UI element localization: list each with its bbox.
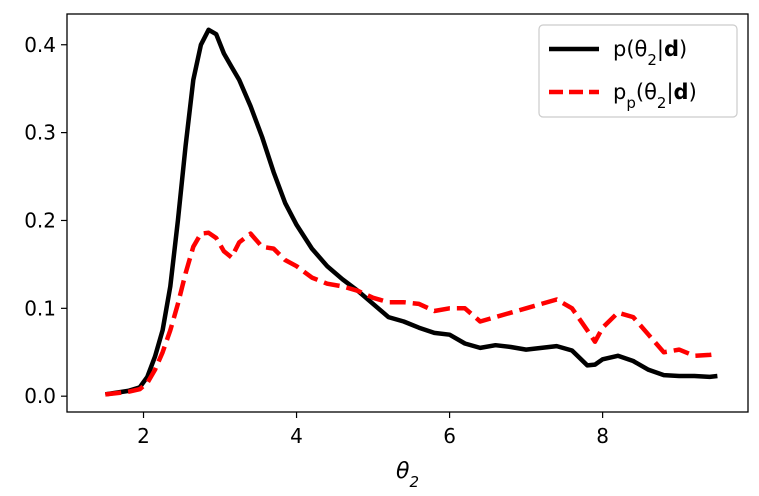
x-tick-label: 2 (137, 424, 150, 448)
x-axis-label-symbol: θ (396, 459, 410, 484)
x-tick-label: 6 (443, 424, 456, 448)
y-tick-label: 0.2 (24, 208, 56, 232)
y-tick-label: 0.1 (24, 296, 56, 320)
legend-label-pseudo-posterior: pp(θ2|d) (613, 80, 697, 112)
series-line-pseudo-posterior (105, 230, 718, 397)
plot-frame (66, 13, 749, 413)
y-tick-label: 0.3 (24, 121, 56, 145)
y-tick-label: 0.4 (24, 33, 56, 57)
legend: p(θ2|d) pp(θ2|d) (538, 24, 738, 118)
x-axis-label: θ2 (396, 459, 419, 491)
x-axis-label-subscript: 2 (409, 473, 419, 491)
axis-ticks: 2 4 6 8 0.0 0.1 0.2 0.3 0.4 (24, 33, 609, 448)
x-tick-label: 8 (596, 424, 609, 448)
y-tick-label: 0.0 (24, 384, 56, 408)
series-lines (104, 27, 718, 397)
series-line-posterior (104, 27, 718, 397)
x-tick-label: 4 (290, 424, 303, 448)
legend-label-posterior: p(θ2|d) (613, 37, 687, 69)
